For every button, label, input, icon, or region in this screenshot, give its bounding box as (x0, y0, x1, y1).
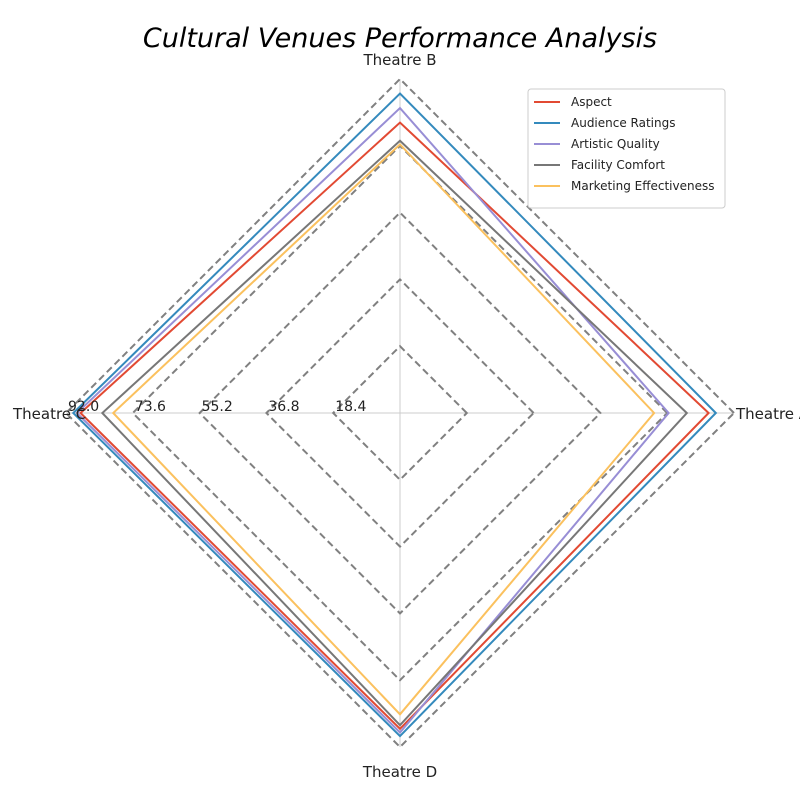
radial-tick-label: 73.6 (135, 399, 166, 415)
radial-tick-label: 55.2 (202, 399, 233, 415)
legend: Aspect Audience Ratings Artistic Quality Fa… (527, 88, 726, 209)
legend-label: Marketing Effectiveness (571, 179, 714, 193)
radial-tick-label: 92.0 (68, 399, 99, 415)
series-line-4 (111, 142, 656, 716)
legend-label: Audience Ratings (571, 116, 676, 130)
chart-title: Cultural Venues Performance Analysis (143, 23, 657, 54)
axis-label: Theatre D (362, 763, 437, 781)
grid-ring (64, 77, 736, 749)
grid-ring (331, 344, 469, 482)
radial-tick-labels: 18.4 36.8 55.2 73.6 92.0 (68, 399, 366, 415)
axis-label: Theatre C (12, 405, 86, 423)
radar-series (71, 92, 718, 738)
series-line-1 (71, 92, 718, 738)
axis-label: Theatre A (735, 405, 800, 423)
series-line-0 (79, 121, 711, 731)
grid-ring (264, 277, 536, 549)
axis-labels: Theatre A Theatre B Theatre C Theatre D (12, 51, 800, 781)
radial-tick-label: 18.4 (335, 399, 366, 415)
legend-label: Facility Comfort (571, 158, 665, 172)
grid-ring (198, 211, 602, 615)
series-line-2 (75, 106, 670, 734)
legend-frame (527, 88, 726, 209)
legend-label: Artistic Quality (571, 137, 660, 151)
radar-grid (64, 77, 736, 749)
grid-ring (131, 144, 669, 682)
radial-tick-label: 36.8 (268, 399, 299, 415)
legend-label: Aspect (571, 95, 612, 109)
series-line-3 (100, 139, 689, 727)
axis-label: Theatre B (362, 51, 436, 69)
